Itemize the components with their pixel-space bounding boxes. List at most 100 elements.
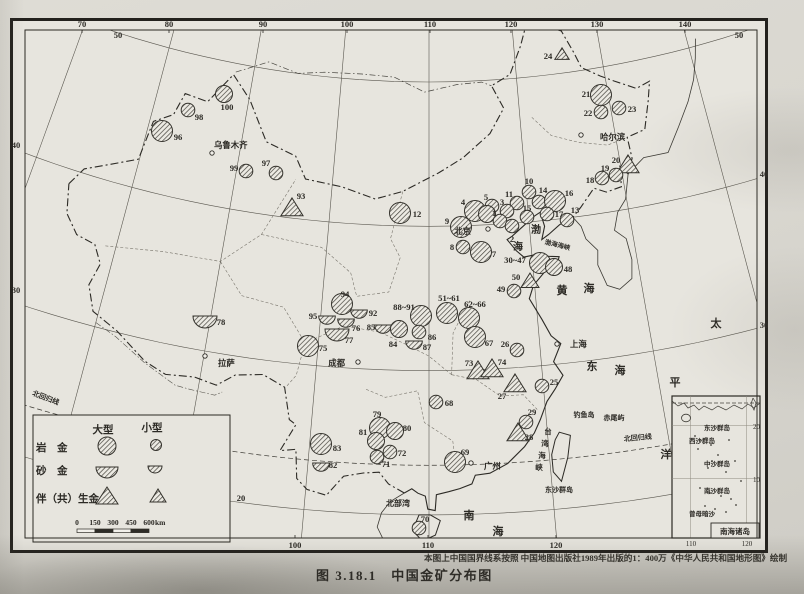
rock-gold-symbol	[519, 209, 535, 225]
deposit-number: 50	[512, 272, 521, 282]
lon-label-top: 110	[424, 19, 436, 29]
deposit-number: 13	[571, 205, 580, 215]
deposit-78: 78	[192, 315, 226, 329]
deposit-number: 19	[601, 163, 610, 173]
rock-gold-symbol	[470, 241, 492, 263]
deposit-80: 80	[386, 422, 412, 440]
sea-label: 北回归线	[623, 432, 652, 443]
rock-gold-symbol	[215, 85, 233, 103]
sea-label: 海	[513, 240, 523, 253]
inset-island-dot	[705, 437, 707, 439]
lon-label-top: 140	[679, 19, 692, 29]
deposit-number: 77	[345, 335, 354, 345]
deposit-49: 49	[497, 283, 522, 299]
deposit-76: 76	[337, 318, 361, 333]
lat-label-right: 30	[760, 320, 769, 330]
deposit-8: 8	[450, 239, 471, 255]
sea-label: 东	[587, 359, 598, 373]
scale-bar-segment	[94, 528, 114, 533]
deposit-number: 29	[528, 407, 537, 417]
city-上海: 上海	[554, 339, 587, 349]
inset-island-dot	[699, 439, 701, 441]
deposit-number: 22	[584, 108, 593, 118]
deposit-number: 74	[498, 357, 507, 367]
sea-label: 海	[615, 363, 626, 377]
taiwan-island	[551, 431, 571, 483]
deposit-number: 9	[445, 216, 449, 226]
russia-coastline	[627, 38, 696, 175]
deposit-22: 22	[584, 104, 609, 120]
city-label: 拉萨	[218, 358, 235, 368]
inset-island-label: 曾母暗沙	[689, 509, 716, 518]
scale-tick-label: 450	[125, 518, 137, 527]
city-label: 北京	[454, 226, 471, 236]
rock-gold-symbol	[436, 302, 458, 324]
deposit-number: 81	[359, 427, 368, 437]
meridian-140	[683, 30, 757, 305]
deposit-75: 75	[297, 335, 328, 357]
lon-label-top: 130	[591, 19, 604, 29]
deposit-number: 17	[555, 209, 564, 219]
sea-label: 海	[538, 450, 546, 460]
deposit-95: 95	[309, 311, 336, 325]
deposit-number: 84	[389, 339, 398, 349]
inset-island-dot	[725, 471, 727, 473]
city-乌鲁木齐: 乌鲁木齐	[209, 140, 248, 156]
legend-row-label: 砂 金	[35, 464, 68, 477]
deposit-number: 75	[319, 343, 328, 353]
rock-gold-symbol	[151, 120, 173, 142]
inset-mainland-coast	[671, 400, 761, 411]
rock-gold-symbol	[559, 212, 575, 228]
deposit-number: 82	[329, 460, 338, 470]
lon-label-top: 100	[341, 19, 354, 29]
rock-gold-symbol	[539, 206, 555, 222]
sea-label: 海	[493, 524, 504, 538]
deposit-number: 5	[484, 192, 488, 202]
scale-unit-label: km	[155, 518, 166, 527]
parallel-30	[25, 305, 757, 371]
deposit-92: 92	[350, 308, 377, 319]
deposit-77: 77	[324, 328, 354, 345]
deposit-number: 24	[544, 51, 553, 61]
deposit-number: 12	[413, 209, 422, 219]
scale-tick-label: 150	[89, 518, 101, 527]
city-dot	[485, 226, 491, 232]
map-neatline	[24, 29, 758, 539]
deposit-98: 98	[180, 102, 204, 122]
rock-gold-symbol	[310, 433, 332, 455]
legend-rock-small	[150, 439, 162, 451]
deposit-number: 26	[501, 339, 510, 349]
scale-tick-label: 600	[143, 518, 155, 527]
province-boundary-1	[220, 261, 306, 388]
deposit-19: 19	[601, 163, 624, 183]
rock-gold-symbol	[590, 84, 612, 106]
sea-label: 太	[710, 316, 723, 330]
sea-label: 湾	[541, 438, 549, 448]
deposit-number: 97	[262, 158, 271, 168]
deposit-93: 93	[280, 191, 305, 217]
deposit-83: 83	[310, 433, 341, 455]
deposit-number: 79	[373, 409, 382, 419]
deposit-number: 70	[421, 514, 430, 524]
deposit-number: 20	[612, 155, 621, 165]
deposit-11: 11	[505, 189, 525, 211]
deposit-51~61: 51~61	[436, 293, 460, 324]
deposit-number: 80	[403, 423, 412, 433]
sea-label: 黄	[557, 283, 568, 297]
inset-island-dot	[717, 454, 719, 456]
placer-gold-symbol	[337, 318, 355, 328]
lat-label-right: 40	[760, 169, 769, 179]
deposit-number: 51~61	[438, 293, 460, 303]
inset-island-dot	[711, 460, 713, 462]
parallel-50	[108, 30, 750, 83]
deposit-15: 15	[519, 203, 535, 225]
associated-gold-symbol	[503, 372, 527, 393]
deposit-number: 23	[628, 104, 637, 114]
scale-bar-segment	[76, 528, 96, 533]
deposit-number: 14	[539, 185, 548, 195]
rock-gold-symbol	[611, 100, 627, 116]
deposit-25: 25	[534, 377, 558, 394]
deposit-number: 27	[498, 391, 507, 401]
sea-label: 洋	[661, 447, 672, 461]
deposit-16: 16	[544, 188, 574, 212]
